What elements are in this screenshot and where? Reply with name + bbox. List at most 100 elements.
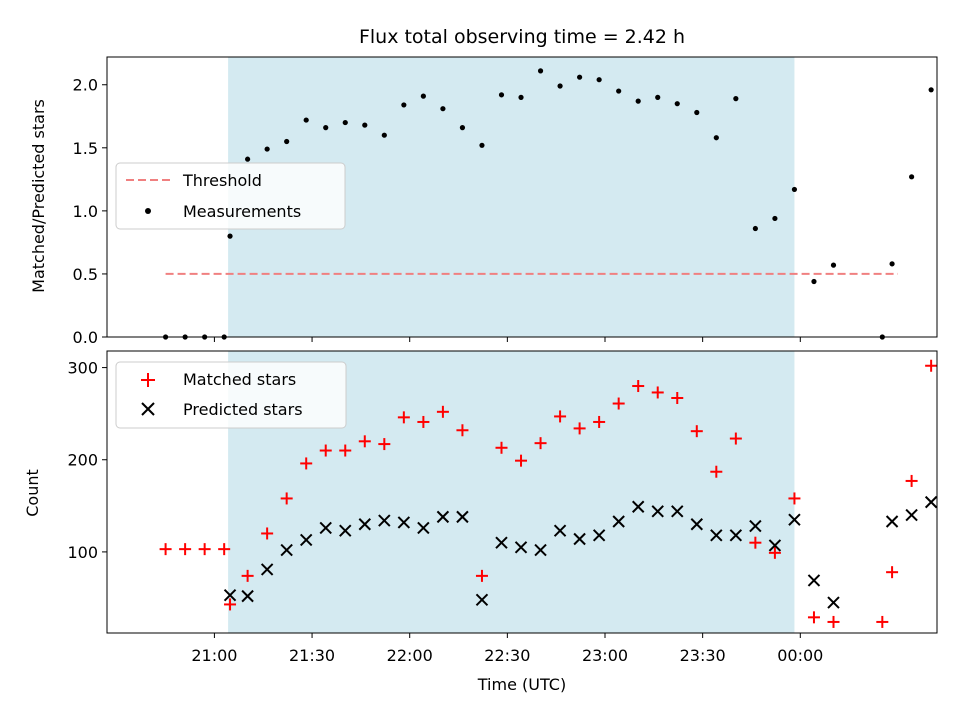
predicted-star-point xyxy=(788,513,801,526)
matched-star-point xyxy=(534,437,547,450)
predicted-star-point xyxy=(378,514,391,527)
top-panel: 0.00.51.01.52.0 Matched/Predicted stars … xyxy=(29,56,938,347)
predicted-star-point xyxy=(436,510,450,524)
top-y-tick-label: 1.5 xyxy=(73,139,98,158)
predicted-star-point xyxy=(905,508,918,522)
predicted-star-point xyxy=(612,515,625,528)
bottom-y-tick-label: 300 xyxy=(67,359,98,378)
x-tick-label: 22:00 xyxy=(387,646,433,665)
top-axes-frame xyxy=(106,56,938,338)
measurement-point xyxy=(303,117,309,123)
measurement-point xyxy=(616,88,622,94)
top-legend-box xyxy=(115,162,346,230)
bottom-panel: 100 200 300 21:00 21:30 22:00 22:30 23:00 23:30… xyxy=(23,350,938,694)
predicted-star-point xyxy=(690,518,703,531)
predicted-star-point xyxy=(514,541,528,554)
measurement-point xyxy=(537,68,544,74)
x-tick-label: 22:30 xyxy=(484,646,530,665)
bottom-y-tick-label: 100 xyxy=(67,543,98,562)
matched-star-point xyxy=(261,527,274,540)
matched-star-point xyxy=(179,543,192,556)
predicted-star-point xyxy=(592,529,606,542)
matched-star-point xyxy=(198,543,211,556)
matched-star-point xyxy=(632,380,645,393)
predicted-star-point xyxy=(260,563,274,576)
bottom-legend: Matched stars Predicted stars xyxy=(115,361,347,429)
measurement-point xyxy=(733,96,739,102)
measurement-point xyxy=(342,119,348,126)
predicted-star-point xyxy=(241,589,254,603)
predicted-star-point xyxy=(651,505,664,518)
x-tick-label: 21:30 xyxy=(289,646,335,665)
matched-star-point xyxy=(218,543,231,556)
matched-star-point xyxy=(339,444,352,457)
predicted-star-point xyxy=(924,495,938,509)
matched-star-point xyxy=(224,598,237,611)
predicted-star-point xyxy=(729,529,743,542)
matched-star-point xyxy=(905,474,918,487)
measurement-point xyxy=(440,106,446,112)
x-tick-label: 23:30 xyxy=(680,646,726,665)
x-tick-label: 00:00 xyxy=(777,646,823,665)
measurement-point xyxy=(830,262,837,268)
predicted-star-point xyxy=(280,543,293,557)
matched-star-point xyxy=(593,415,606,428)
measurement-point xyxy=(323,125,329,131)
predicted-star-point xyxy=(475,593,489,607)
measurement-point xyxy=(909,174,915,180)
legend-measurements-label: Measurements xyxy=(183,202,301,221)
matched-star-point xyxy=(788,492,801,505)
matched-star-point xyxy=(886,566,899,579)
matched-star-point xyxy=(319,444,332,457)
matched-star-point xyxy=(612,397,625,410)
measurement-point xyxy=(284,138,290,145)
top-y-tick-label: 0.5 xyxy=(73,265,98,284)
top-y-tick-label: 0.0 xyxy=(73,328,98,347)
measurement-point xyxy=(928,87,934,93)
measurement-point xyxy=(420,93,426,99)
measurement-point xyxy=(381,132,387,138)
matched-star-point xyxy=(827,615,840,628)
predicted-star-point xyxy=(319,521,332,535)
measurement-point xyxy=(518,94,524,100)
matched-star-point xyxy=(749,536,762,549)
predicted-star-point xyxy=(456,510,469,524)
matched-star-point xyxy=(417,415,430,428)
measurement-point xyxy=(772,215,778,222)
measurement-point xyxy=(694,109,700,116)
matched-star-point xyxy=(475,569,488,582)
matched-star-point xyxy=(241,569,254,582)
measurement-point xyxy=(752,225,758,232)
top-y-tick-label: 2.0 xyxy=(73,76,98,95)
predicted-star-point xyxy=(299,533,313,547)
legend-measurements-swatch xyxy=(145,208,151,214)
matched-star-point xyxy=(515,454,528,467)
predicted-star-point xyxy=(631,500,645,513)
measurement-point xyxy=(362,122,368,128)
matched-star-point xyxy=(925,359,938,372)
matched-star-point xyxy=(378,438,391,451)
bottom-axes-frame xyxy=(106,350,938,634)
legend-predicted-label: Predicted stars xyxy=(183,400,303,419)
matched-star-point xyxy=(436,405,449,418)
predicted-star-point xyxy=(749,519,762,533)
predicted-star-point xyxy=(671,505,684,518)
top-y-axis-label: Matched/Predicted stars xyxy=(29,99,48,293)
matched-star-point xyxy=(710,465,723,478)
predicted-star-point xyxy=(397,516,411,529)
matched-star-point xyxy=(280,492,293,505)
measurement-point xyxy=(889,261,895,267)
measurement-point xyxy=(498,92,505,98)
measurement-point xyxy=(674,101,680,107)
predicted-star-point xyxy=(807,574,821,587)
matched-star-point xyxy=(573,422,586,435)
measurement-point xyxy=(557,83,563,89)
bottom-y-axis-label: Count xyxy=(23,469,42,517)
predicted-star-point xyxy=(768,539,782,552)
measurement-point xyxy=(596,77,602,83)
x-axis-label: Time (UTC) xyxy=(477,675,566,694)
matched-star-point xyxy=(300,457,313,470)
bottom-y-tick-label: 200 xyxy=(67,451,98,470)
x-tick-label: 23:00 xyxy=(582,646,628,665)
predicted-star-point xyxy=(885,515,899,528)
